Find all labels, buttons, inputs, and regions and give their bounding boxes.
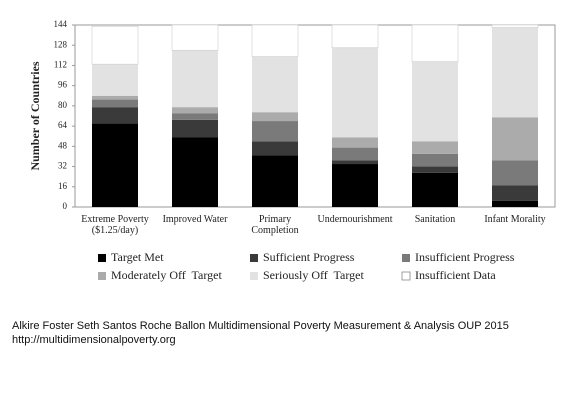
y-tick-label: 0 <box>63 201 68 211</box>
bar-segment <box>412 153 458 167</box>
y-tick-label: 144 <box>54 19 68 29</box>
x-tick-label: Primary Completion <box>251 214 299 236</box>
bar-segment <box>92 64 138 96</box>
bar-segment <box>92 123 138 207</box>
legend-label: Seriously Off Target <box>263 268 364 282</box>
x-tick-label: Improved Water <box>162 214 228 225</box>
y-axis-label: Number of Countries <box>28 61 42 170</box>
bar-segment <box>412 141 458 154</box>
bar-segment <box>91 25 139 65</box>
y-tick-label: 32 <box>58 161 67 171</box>
bar-segment <box>252 112 298 122</box>
bar-segment <box>92 95 138 100</box>
bar-segment <box>172 50 218 108</box>
bar-segment <box>332 164 378 207</box>
x-tick-label: Infant Morality <box>484 214 546 225</box>
bar-segment <box>332 137 378 148</box>
legend-swatch <box>250 272 258 280</box>
bar-segment <box>92 99 138 108</box>
y-tick-label: 96 <box>58 80 68 90</box>
bar-segment <box>412 61 458 142</box>
legend-label: Sufficient Progress <box>263 250 355 264</box>
bar-segment <box>252 141 298 156</box>
bar-segment <box>492 27 538 118</box>
y-tick-label: 112 <box>54 60 67 70</box>
x-tick-label: Undernourishment <box>317 214 393 225</box>
bar-segment <box>251 24 299 57</box>
legend-label: Moderately Off Target <box>111 268 222 282</box>
bar-segment <box>492 160 538 186</box>
bar-segment <box>491 24 539 28</box>
bar-segment <box>332 147 378 161</box>
bar-segment <box>412 166 458 173</box>
x-tick-label: Sanitation <box>414 214 456 225</box>
url: http://multidimensionalpoverty.org <box>12 334 176 346</box>
y-tick-label: 48 <box>58 140 68 150</box>
bar-segment <box>172 119 218 138</box>
legend-label: Insufficient Data <box>415 268 496 282</box>
bar-segment <box>172 113 218 120</box>
bar-segment <box>332 160 378 165</box>
citation: Alkire Foster Seth Santos Roche Ballon M… <box>12 320 509 332</box>
bar-segment <box>411 24 459 62</box>
bar-segment <box>412 172 458 207</box>
legend-swatch <box>250 254 258 262</box>
y-tick-label: 64 <box>58 120 68 130</box>
bar-segment <box>492 117 538 161</box>
legend-swatch <box>98 254 106 262</box>
legend-label: Insufficient Progress <box>415 250 515 264</box>
legend-swatch <box>98 272 106 280</box>
y-tick-label: 16 <box>58 181 68 191</box>
x-tick-label: Extreme Poverty ($1.25/day) <box>81 214 149 236</box>
bar-segment <box>492 185 538 201</box>
y-tick-label: 128 <box>54 39 68 49</box>
legend-label: Target Met <box>111 250 164 264</box>
y-tick-label: 80 <box>58 100 68 110</box>
bar-segment <box>492 200 538 207</box>
plot-frame <box>74 24 556 208</box>
bar-segment <box>172 107 218 114</box>
bar-segment <box>252 155 298 207</box>
bar-segment <box>252 121 298 142</box>
bar-segment <box>92 107 138 124</box>
legend-swatch <box>402 254 410 262</box>
legend-swatch <box>401 271 411 281</box>
bar-segment <box>172 137 218 207</box>
bar-segment <box>331 24 379 49</box>
bar-segment <box>171 24 219 51</box>
bar-segment <box>252 56 298 113</box>
bar-segment <box>332 47 378 138</box>
